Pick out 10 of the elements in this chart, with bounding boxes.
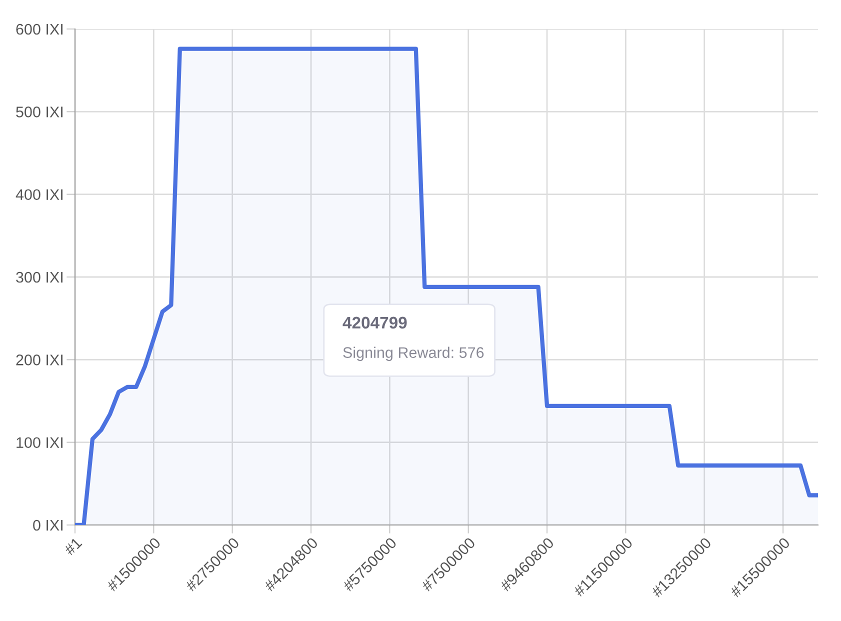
y-tick-label: 300 IXI — [16, 272, 62, 283]
annotation: 4204799 — [342, 316, 407, 329]
y-tick-label: 100 IXI — [16, 437, 62, 448]
y-tick-label: 500 IXI — [16, 106, 62, 118]
y-tick-label: 200 IXI — [16, 354, 62, 366]
x-tick-label: #1 — [63, 537, 82, 556]
annotation: Signing Reward: 576 — [343, 346, 484, 361]
y-tick-label: 0 IXI — [33, 520, 62, 531]
y-tick-label: 600 IXI — [16, 24, 62, 35]
y-tick-label: 400 IXI — [16, 189, 62, 200]
